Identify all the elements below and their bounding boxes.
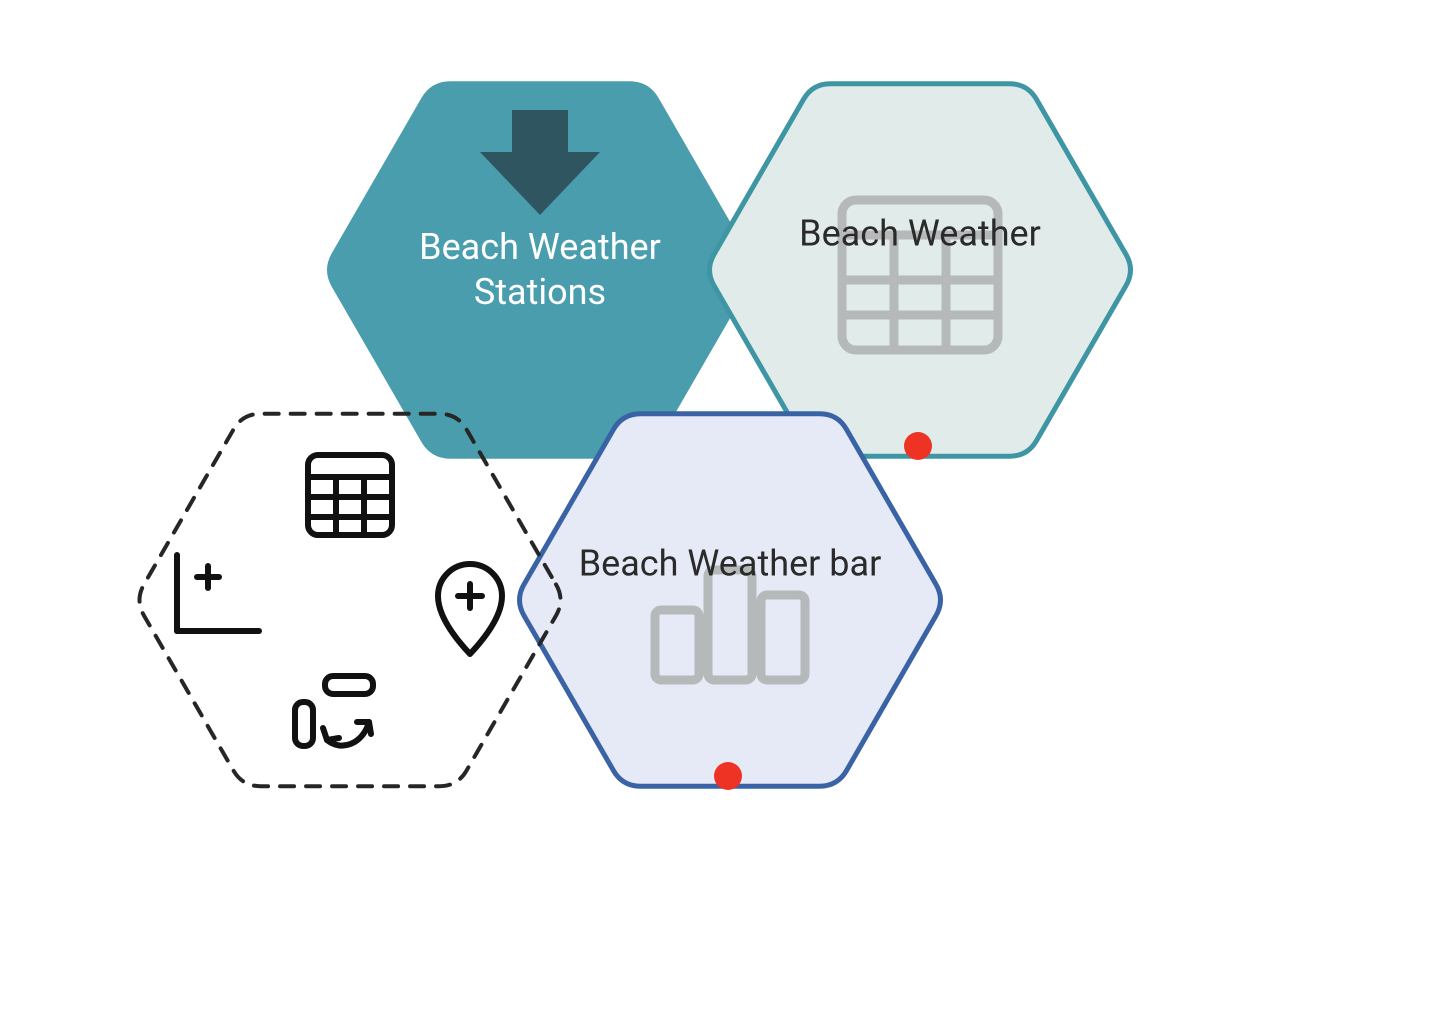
hex-tile-tools (125, 375, 575, 825)
chart-plus-icon[interactable] (160, 540, 270, 654)
pin-plus-icon[interactable] (415, 555, 525, 669)
hex-canvas: Beach Weather StationsBeach WeatherBeach… (0, 0, 1450, 1012)
table-icon[interactable] (295, 440, 405, 554)
transform-icon[interactable] (280, 655, 390, 769)
